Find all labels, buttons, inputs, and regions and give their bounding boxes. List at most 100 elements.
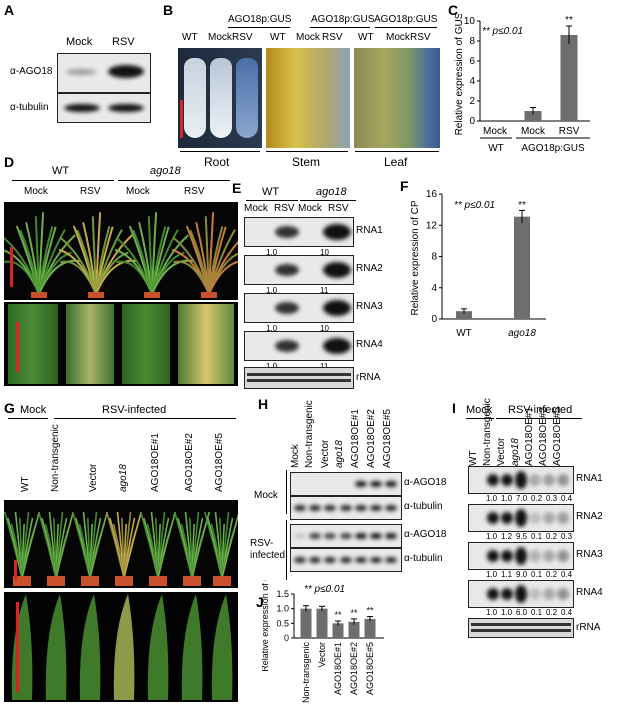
b-col-8: RSV	[410, 32, 431, 43]
h-col-5: AGO18OE#2	[366, 409, 377, 468]
b-col-6: WT	[358, 32, 374, 43]
y-tick-label-0: 0	[284, 633, 289, 643]
e-col-mock: Mock	[244, 203, 268, 214]
b-col-2: RSV	[232, 32, 253, 43]
h-row-2: α-AGO18	[404, 529, 447, 540]
j-xcat-1: Vector	[317, 642, 327, 668]
panel-label-d: D	[4, 154, 15, 170]
i-col-4: AGO18OE#1	[524, 407, 535, 466]
panel-label-j: J	[256, 594, 264, 610]
plant-g-4-leaf-9	[157, 511, 177, 579]
western-blot-tubulin	[57, 93, 151, 123]
c-star: **	[565, 15, 573, 26]
b-header-2: AGO18p:GUS	[311, 14, 375, 25]
chart-c: 0 2 4 6 8 10 ** p≤0.01 ** Relative expression of…	[454, 14, 590, 154]
j-star-3: **	[350, 608, 358, 618]
pot-d-0	[31, 292, 47, 298]
h-col-4: AGO18OE#1	[350, 409, 361, 468]
g-col-1: Non-transgenic	[50, 424, 61, 492]
i-quant-3-3: 0.1	[531, 608, 543, 617]
h-col-2: Vector	[320, 439, 331, 468]
g-col-2: Vector	[88, 463, 99, 492]
scale-bar-d	[10, 247, 13, 287]
bar-2	[332, 623, 344, 638]
col-rsv: RSV	[112, 36, 135, 48]
i-blot-RNA3	[468, 542, 574, 570]
y-tick-label-1: 4	[431, 283, 437, 294]
plant-g-1-leaf-9	[55, 511, 75, 579]
i-quant-1-0: 1.0	[486, 532, 498, 541]
i-quant-2-1: 1.1	[501, 570, 513, 579]
i-blot-RNA1	[468, 466, 574, 494]
y-tick-label-2: 1.0	[276, 604, 289, 614]
leaves-photo-g	[4, 592, 238, 702]
row-tubulin: α-tubulin	[10, 102, 49, 113]
y-tick-label-0: 0	[431, 314, 437, 325]
leaves-photo-d	[4, 302, 238, 386]
e-group-ago18: ago18	[316, 186, 347, 198]
e-col-mock-2: Mock	[298, 203, 322, 214]
h-row-1: α-tubulin	[404, 501, 443, 512]
e-quant-1-1: 11	[320, 286, 329, 295]
f-ylabel: Relative expression of CP	[410, 200, 421, 315]
d-col-mock: Mock	[24, 186, 48, 197]
western-blot-ago18	[57, 53, 151, 93]
d-group-ago18: ago18	[150, 165, 181, 177]
pot-g-6	[213, 576, 231, 586]
bar-1	[524, 111, 542, 121]
i-rna-label-2: RNA3	[576, 549, 603, 560]
panel-label-f: F	[400, 178, 409, 194]
j-star-2: **	[334, 610, 342, 620]
h-col-0: Mock	[290, 444, 301, 468]
i-quant-0-4: 0.3	[546, 494, 558, 503]
b-col-4: Mock	[296, 32, 320, 43]
pot-g-3	[115, 576, 133, 586]
c-group-0: WT	[488, 143, 504, 154]
i-quant-2-3: 0.1	[531, 570, 543, 579]
y-tick-label-3: 6	[469, 56, 475, 67]
leaf-g-2	[79, 594, 101, 700]
panel-label-h: H	[258, 396, 269, 412]
scale-bar-g	[14, 560, 17, 580]
i-rna-label-3: RNA4	[576, 587, 603, 598]
y-tick-label-1: 0.5	[276, 618, 289, 628]
i-quant-1-2: 9.5	[516, 532, 528, 541]
bar-0	[456, 311, 472, 319]
leaf-g-6	[211, 594, 233, 700]
h-blot-3	[290, 548, 402, 572]
i-quant-1-1: 1.2	[501, 532, 513, 541]
i-quant-3-1: 1.0	[501, 608, 513, 617]
e-rna-label-3: RNA4	[356, 339, 383, 350]
i-quant-1-5: 0.3	[561, 532, 573, 541]
plants-photo-d	[4, 202, 238, 300]
j-xcat-4: AGO18OE#5	[365, 642, 375, 695]
j-xcat-3: AGO18OE#2	[349, 642, 359, 695]
j-xcat-2: AGO18OE#1	[333, 642, 343, 695]
i-quant-0-5: 0.4	[561, 494, 573, 503]
d-col-rsv-2: RSV	[184, 186, 205, 197]
pot-g-4	[149, 576, 167, 586]
e-rna-label-1: RNA2	[356, 263, 383, 274]
g-mock: Mock	[20, 404, 47, 416]
h-row-3: α-tubulin	[404, 553, 443, 564]
e-rrna-blot	[244, 367, 354, 389]
j-sig: ** p≤0.01	[304, 584, 345, 595]
h-blot-1	[290, 496, 402, 520]
bar-3	[348, 621, 360, 638]
i-quant-0-3: 0.2	[531, 494, 543, 503]
pot-d-3	[201, 292, 217, 298]
panel-label-a: A	[4, 2, 15, 18]
y-tick-label-2: 4	[469, 76, 475, 87]
leaf-g-5	[181, 594, 203, 700]
i-quant-3-0: 1.0	[486, 608, 498, 617]
y-tick-label-2: 8	[431, 252, 437, 263]
e-blot-RNA2	[244, 255, 354, 285]
i-col-5: AGO18OE#2	[538, 407, 549, 466]
chart-f: 0 4 8 12 16 ** p≤0.01 ** Relative expression of…	[410, 189, 546, 339]
i-quant-0-2: 7.0	[516, 494, 528, 503]
bar-1	[514, 216, 530, 319]
j-star-4: **	[366, 606, 374, 616]
i-quant-3-5: 0.4	[561, 608, 573, 617]
tissue-stem: Stem	[292, 155, 321, 169]
g-col-4: AGO18OE#1	[150, 433, 161, 492]
